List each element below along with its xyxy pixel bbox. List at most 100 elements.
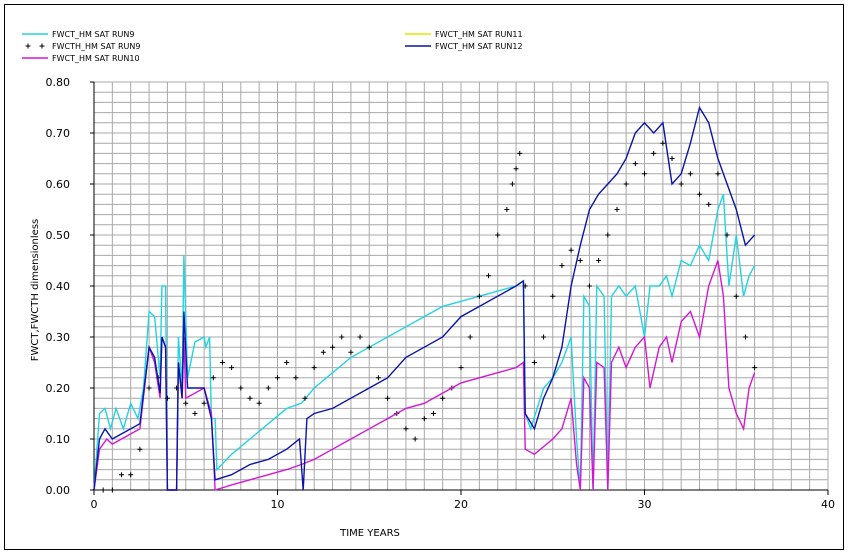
- data-point: [715, 171, 721, 177]
- data-point: [128, 472, 134, 478]
- data-point: [238, 385, 244, 391]
- data-point: [531, 360, 537, 365]
- data-point: [651, 150, 657, 156]
- x-axis-label: TIME YEARS: [339, 528, 400, 539]
- x-tick-label: 30: [638, 498, 652, 511]
- data-point: [385, 395, 391, 401]
- x-tick-label: 0: [91, 498, 98, 511]
- data-point: [311, 365, 317, 371]
- legend-marker: [25, 43, 31, 49]
- data-point: [137, 446, 143, 452]
- data-point: [733, 293, 739, 299]
- data-point: [219, 360, 225, 365]
- data-point: [614, 207, 620, 212]
- series-markers-run9: [100, 140, 758, 493]
- x-tick-label: 10: [271, 498, 285, 511]
- legend-label: FWCT_HM SAT RUN9: [52, 30, 134, 39]
- data-point: [403, 426, 409, 432]
- data-point: [724, 232, 730, 238]
- data-point: [678, 181, 684, 187]
- data-point: [706, 201, 712, 207]
- grid: [93, 81, 829, 491]
- legend-label: FWCT_HM SAT RUN12: [435, 42, 523, 51]
- data-point: [559, 263, 565, 269]
- plot-area: [93, 105, 758, 493]
- data-point: [495, 232, 501, 238]
- data-point: [509, 181, 515, 187]
- x-tick-label: 40: [821, 498, 835, 511]
- data-point: [284, 360, 290, 365]
- y-tick-label: 0.70: [46, 127, 71, 140]
- data-point: [742, 334, 748, 340]
- data-point: [513, 166, 519, 172]
- data-point: [623, 181, 629, 187]
- data-point: [366, 344, 372, 350]
- data-point: [109, 487, 115, 493]
- data-point: [348, 349, 354, 355]
- data-point: [229, 365, 235, 371]
- chart-frame: [4, 4, 844, 550]
- y-tick-label: 0.20: [46, 382, 71, 395]
- data-point: [430, 411, 436, 416]
- y-axis-label: FWCT,FWCTH dimensionless: [30, 219, 41, 362]
- data-point: [586, 283, 592, 289]
- legend-label: FWCT_HM SAT RUN11: [435, 30, 523, 39]
- data-point: [697, 191, 703, 197]
- data-point: [541, 334, 547, 340]
- data-point: [486, 273, 492, 279]
- data-point: [119, 472, 125, 478]
- data-point: [412, 436, 418, 442]
- data-point: [660, 140, 666, 146]
- series-line-0: [93, 193, 756, 491]
- data-point: [467, 334, 473, 340]
- data-point: [302, 395, 308, 401]
- data-point: [146, 385, 152, 391]
- data-point: [320, 349, 326, 355]
- legend-label: FWCTH_HM SAT RUN9: [52, 42, 140, 51]
- y-tick-label: 0.30: [46, 331, 71, 344]
- data-point: [100, 487, 106, 493]
- data-point: [256, 400, 262, 406]
- data-point: [458, 365, 464, 371]
- data-point: [440, 395, 446, 401]
- data-point: [339, 334, 345, 340]
- x-tick-label: 20: [454, 498, 468, 511]
- y-tick-label: 0.10: [46, 433, 71, 446]
- data-point: [210, 375, 216, 381]
- data-point: [201, 400, 207, 406]
- data-point: [476, 293, 482, 299]
- data-point: [517, 150, 523, 156]
- legend-marker: [39, 43, 45, 49]
- data-point: [596, 258, 602, 263]
- data-point: [183, 400, 189, 406]
- data-point: [330, 344, 336, 350]
- data-point: [275, 375, 280, 381]
- data-point: [568, 247, 574, 253]
- y-tick-label: 0.00: [46, 484, 71, 497]
- data-point: [642, 171, 647, 177]
- data-point: [632, 161, 638, 167]
- series-line-4: [93, 105, 756, 491]
- y-tick-label: 0.50: [46, 229, 71, 242]
- data-point: [247, 395, 253, 401]
- y-tick-label: 0.60: [46, 178, 71, 191]
- legend-label: FWCT_HM SAT RUN10: [52, 54, 140, 63]
- data-point: [605, 232, 611, 238]
- data-point: [375, 375, 381, 381]
- data-point: [577, 258, 583, 263]
- data-point: [357, 334, 363, 340]
- data-point: [550, 293, 556, 299]
- y-tick-label: 0.40: [46, 280, 71, 293]
- data-point: [265, 385, 271, 391]
- data-point: [421, 416, 427, 422]
- data-point: [687, 171, 693, 177]
- data-point: [192, 411, 198, 416]
- tick-labels: 0.00 0.10 0.20 0.30 0.40 0.50 0.60 0.70 0.80 0 10 2…: [46, 76, 836, 511]
- data-point: [293, 375, 299, 381]
- legend: FWCT_HM SAT RUN9 FWCTH_HM SAT RUN9 FWCT_HM…: [22, 30, 523, 63]
- y-tick-label: 0.80: [46, 76, 71, 89]
- data-point: [669, 156, 675, 161]
- data-point: [504, 207, 510, 212]
- data-point: [752, 365, 758, 371]
